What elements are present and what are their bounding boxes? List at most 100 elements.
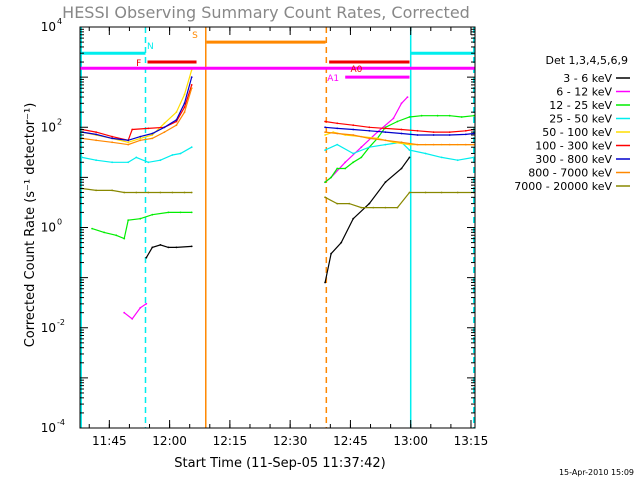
series-1-point-2 [151, 246, 154, 249]
y-tick-exponent-1: -4 [57, 418, 65, 427]
legend-title: Det 1,3,4,5,6,9 [545, 54, 628, 67]
series-8-point-17 [416, 143, 419, 146]
series-9-point-3 [111, 189, 113, 192]
plot-inner [80, 27, 475, 428]
series-3-point-16 [360, 156, 363, 159]
series-7-point-10 [190, 76, 193, 78]
series-1-point-13 [400, 167, 403, 170]
series-8-point-14 [368, 137, 371, 140]
series-7-point-15 [384, 131, 387, 134]
series-5-point-6 [151, 134, 154, 136]
series-4-point-18 [424, 152, 427, 155]
series-3-point-3 [115, 234, 118, 237]
series-9-point-7 [159, 191, 162, 194]
series-6-point-13 [352, 124, 355, 127]
footer-date: 15-Apr-2010 15:09 [559, 468, 634, 477]
series-4-point-1 [81, 156, 83, 159]
series-6-point-19 [448, 131, 451, 134]
series-8-point-16 [400, 141, 403, 144]
series-4-point-14 [368, 146, 371, 149]
series-8-point-7 [163, 131, 166, 134]
series-line-9 [81, 187, 474, 209]
state-bar-label-7: A1 [327, 74, 339, 84]
series-3-point-7 [151, 213, 154, 216]
series-3-point-4 [123, 237, 126, 240]
series-9-point-10 [190, 191, 193, 194]
series-5-point-7 [163, 122, 166, 125]
series-6-point-20 [464, 129, 467, 132]
series-4-point-4 [127, 161, 130, 164]
series-2-point-7 [344, 161, 347, 164]
series-6-point-3 [111, 135, 113, 138]
series-3-point-14 [344, 167, 347, 170]
series-9-point-6 [147, 191, 150, 194]
series-9-point-15 [372, 206, 375, 209]
state-bar-label-4: F [136, 59, 141, 69]
series-8-point-4 [127, 143, 130, 146]
series-6 [81, 84, 475, 142]
y-tick-exponent-2: -2 [57, 318, 65, 327]
y-tick-label-2: 10 [41, 321, 56, 335]
series-9-point-2 [95, 189, 97, 192]
series-9-point-13 [348, 202, 351, 205]
series-4-point-17 [408, 149, 411, 152]
series-line-6 [81, 84, 474, 142]
series-line-4 [81, 141, 474, 163]
series-7-point-3 [111, 137, 113, 140]
series-7-point-6 [151, 132, 154, 135]
state-bar-label-1: N [147, 42, 154, 52]
series-1-point-9 [340, 241, 343, 244]
series-3-point-21 [408, 116, 411, 118]
series-6-point-18 [432, 131, 435, 134]
series-8-point-20 [464, 143, 467, 146]
series-1-point-1 [145, 256, 148, 259]
series-2-point-8 [360, 146, 363, 149]
series-5 [81, 68, 475, 146]
series-4-point-7 [159, 159, 162, 162]
series-8-point-2 [95, 139, 97, 142]
series-7 [81, 76, 475, 142]
series-6-point-11 [324, 120, 326, 123]
series-9-point-20 [440, 191, 443, 194]
series-6-point-2 [95, 131, 97, 134]
series-8-point-11 [324, 131, 326, 134]
series-6-point-6 [147, 127, 150, 130]
series-1-point-7 [324, 281, 326, 284]
series-5-point-11 [324, 134, 326, 136]
series-line-5 [81, 69, 474, 146]
series-5-point-17 [408, 143, 411, 146]
series-7-point-17 [416, 134, 419, 136]
series-3-point-9 [179, 211, 182, 214]
series-4-point-19 [440, 156, 443, 159]
series-7-point-8 [175, 119, 178, 121]
series-3-point-23 [436, 114, 439, 117]
series-8-point-3 [111, 141, 113, 144]
series-1-point-12 [384, 181, 387, 184]
series-6-point-10 [190, 84, 193, 86]
series-4-point-21 [472, 156, 475, 159]
series-line-3 [91, 115, 474, 240]
series-7-point-20 [464, 133, 467, 136]
series-6-point-17 [416, 129, 419, 132]
series-2-point-11 [400, 102, 403, 105]
series-3-point-11 [324, 181, 326, 184]
series-4-point-15 [384, 143, 387, 146]
series-7-point-5 [139, 135, 142, 138]
series-7-point-16 [400, 132, 403, 135]
series-2-point-2 [131, 318, 134, 320]
y-tick-label-5: 10 [41, 20, 56, 34]
series-1-point-8 [330, 252, 332, 255]
series-6-point-15 [384, 127, 387, 130]
series-3-point-1 [91, 227, 93, 230]
x-tick-label-4: 12:30 [273, 434, 308, 448]
series-9-point-8 [171, 191, 174, 194]
series-9-point-21 [456, 191, 459, 194]
series-3 [91, 114, 475, 240]
series-8-point-21 [472, 143, 475, 146]
series-8-point-15 [384, 139, 387, 142]
series-9 [81, 187, 475, 209]
series-8-point-10 [190, 87, 193, 90]
x-tick-label-5: 12:45 [333, 434, 368, 448]
series-1-point-4 [167, 246, 170, 249]
